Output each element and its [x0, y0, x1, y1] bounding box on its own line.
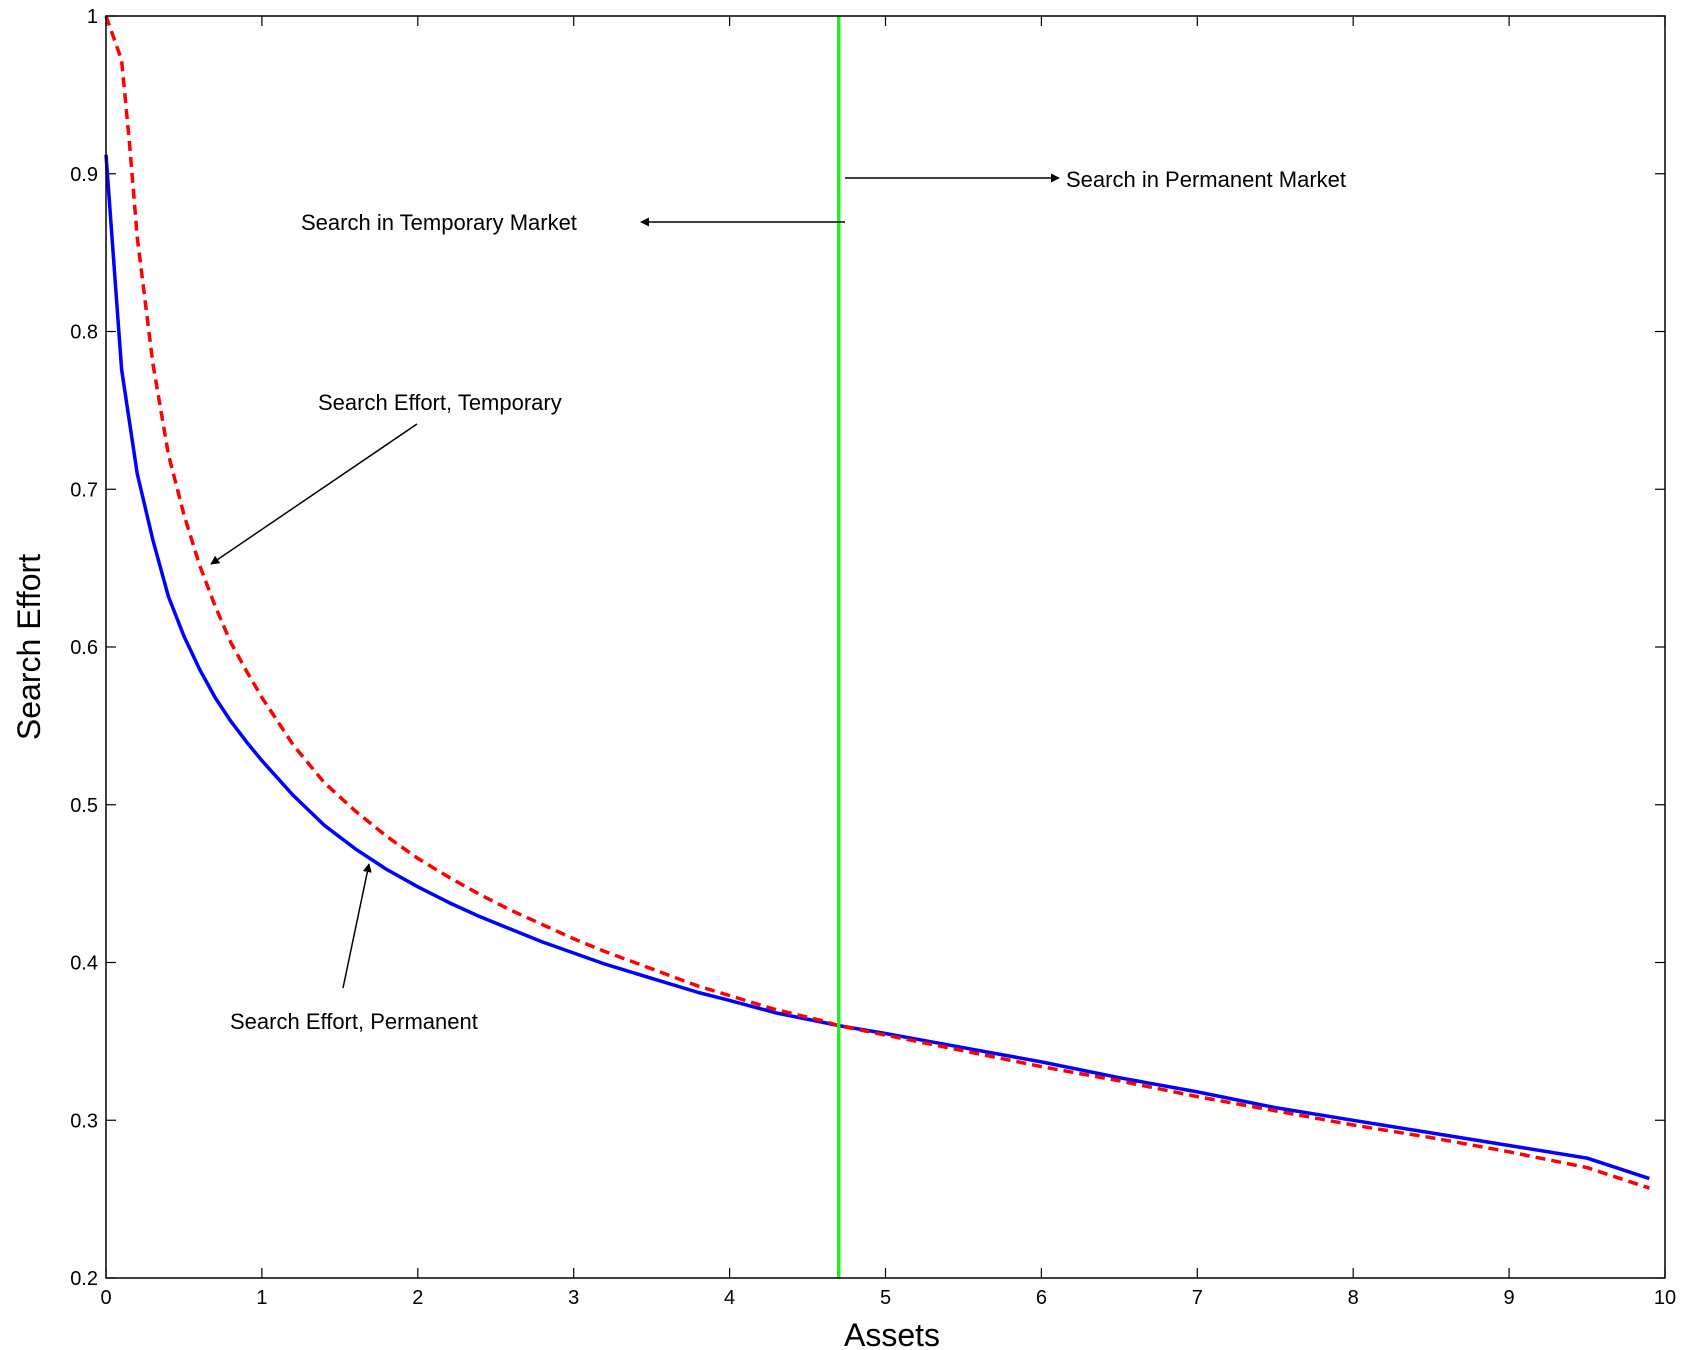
x-tick-label: 3	[568, 1287, 579, 1309]
y-tick-label: 0.2	[70, 1268, 98, 1290]
y-tick-label: 1	[87, 6, 98, 28]
y-tick-label: 0.9	[70, 164, 98, 186]
y-tick-label: 0.5	[70, 795, 98, 817]
x-tick-label: 1	[256, 1287, 267, 1309]
annotation-temporary-effort: Search Effort, Temporary	[318, 390, 562, 415]
x-tick-label: 2	[412, 1287, 423, 1309]
x-tick-labels: 0 1 2 3 4 5 6 7 8 9 10	[100, 1287, 1676, 1309]
series-line-2-dashed	[104, 15, 1650, 1190]
plot-frame	[105, 15, 1666, 1279]
x-tick-label: 9	[1504, 1287, 1515, 1309]
plot-background	[106, 16, 1665, 1278]
temporary-effort-arrow	[210, 423, 418, 565]
permanent-effort-arrow	[342, 863, 372, 989]
series-line-1-solid	[104, 154, 1650, 1181]
x-tick-label: 6	[1036, 1287, 1047, 1309]
y-tick-label: 0.7	[70, 479, 98, 501]
series-lines	[104, 15, 1650, 1190]
y-axis-label: Search Effort	[11, 554, 47, 740]
y-tick-labels: 0.2 0.3 0.4 0.5 0.6 0.7 0.8 0.9 1	[70, 6, 98, 1290]
x-tick-label: 8	[1348, 1287, 1359, 1309]
y-tick-label: 0.4	[70, 953, 98, 975]
y-tick-label: 0.8	[70, 322, 98, 344]
x-tick-label: 10	[1654, 1287, 1676, 1309]
y-tick-label: 0.3	[70, 1110, 98, 1132]
annotation-temporary-market: Search in Temporary Market	[301, 210, 577, 235]
y-tick-label: 0.6	[70, 637, 98, 659]
x-axis-label: Assets	[844, 1317, 940, 1350]
x-tick-label: 7	[1192, 1287, 1203, 1309]
x-tick-label: 5	[880, 1287, 891, 1309]
annotation-permanent-market: Search in Permanent Market	[1066, 167, 1346, 192]
x-tick-label: 4	[724, 1287, 735, 1309]
x-tick-label: 0	[100, 1287, 111, 1309]
annotation-permanent-effort: Search Effort, Permanent	[230, 1009, 478, 1034]
